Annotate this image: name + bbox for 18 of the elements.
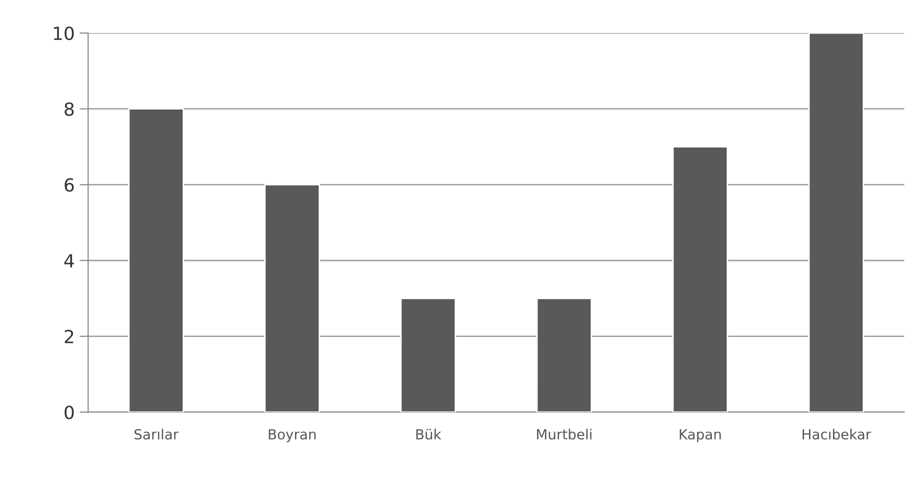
y-tick-label: 0 [64, 406, 74, 420]
x-tick-label: Boyran [268, 429, 316, 442]
y-tick-label: 8 [64, 102, 74, 116]
bar [400, 298, 456, 412]
y-tick-label: 10 [54, 26, 74, 40]
bar [128, 108, 184, 412]
x-tick-label: Kapan [680, 429, 721, 442]
x-tick-label: Murtbeli [537, 428, 592, 440]
y-tick-label: 4 [64, 254, 74, 268]
x-tick-label: Sarılar [134, 428, 179, 440]
bar [808, 33, 864, 412]
x-tick-label: Hacıbekar [802, 428, 872, 440]
y-tick-label: 2 [64, 330, 74, 344]
bar [264, 184, 320, 412]
y-tick-label: 6 [64, 178, 74, 192]
bar [672, 146, 728, 412]
bar [536, 298, 592, 412]
x-tick-label: Bük [416, 428, 442, 440]
